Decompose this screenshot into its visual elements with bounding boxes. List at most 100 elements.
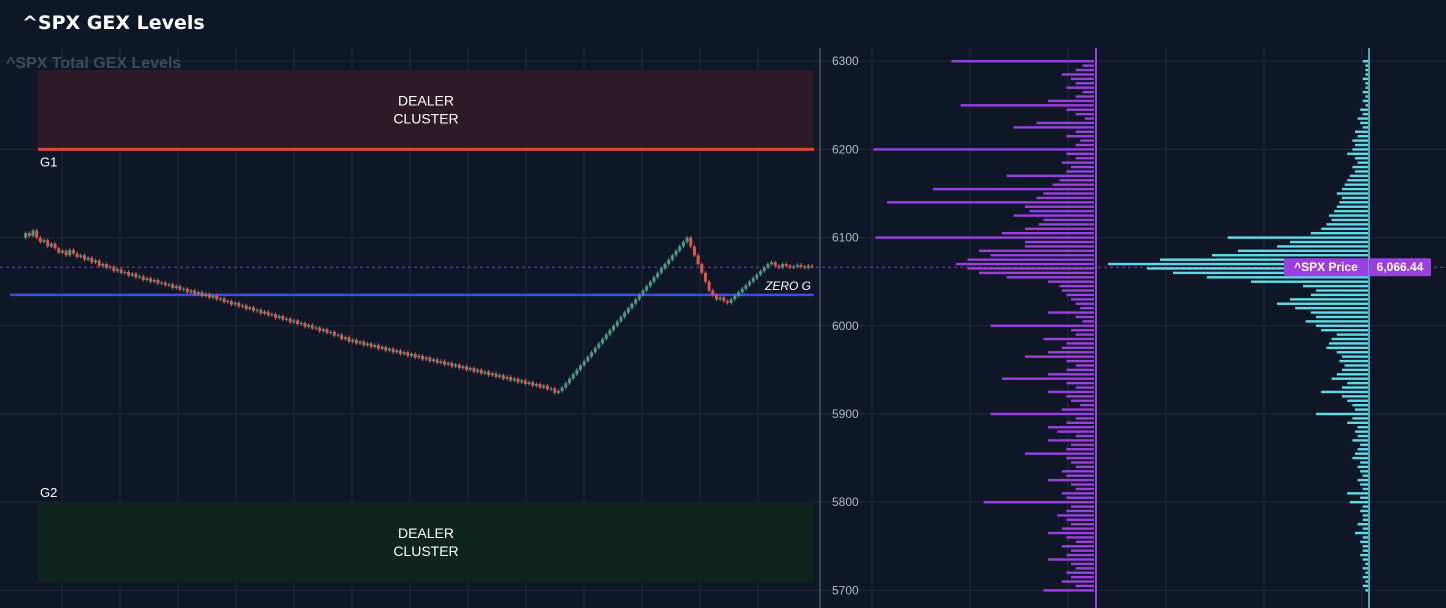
price-candle-105	[406, 352, 410, 356]
price-candle-135	[516, 378, 520, 383]
purple-bar-5865	[1071, 443, 1094, 447]
purple-bar-5810	[1061, 492, 1094, 495]
cyan-bar-6160	[1344, 183, 1368, 186]
price-tag-label: ^SPX Price	[1294, 260, 1358, 274]
purple-bar-6190	[1075, 157, 1094, 160]
price-candle-118	[454, 364, 458, 367]
purple-bar-5920	[1066, 395, 1094, 398]
cyan-bar-5710	[1365, 580, 1368, 583]
purple-bar-6135	[1025, 205, 1094, 208]
price-candle-7	[46, 240, 50, 247]
price-candle-110	[424, 357, 428, 360]
price-candle-51	[207, 294, 211, 298]
purple-bar-5955	[1075, 364, 1094, 367]
upper-cluster-label-1: CLUSTER	[393, 111, 458, 127]
cyan-bar-6225	[1362, 126, 1368, 129]
price-candle-21	[97, 260, 101, 266]
cyan-bar-5870	[1352, 439, 1368, 442]
y-tick-label-1: 6200	[832, 142, 859, 156]
price-candle-183	[692, 246, 696, 256]
purple-bar-5890	[1066, 421, 1094, 425]
price-candle-207	[781, 264, 785, 268]
purple-bar-6045	[1059, 284, 1094, 288]
price-candle-134	[512, 378, 516, 381]
cyan-bar-6115	[1326, 223, 1368, 226]
cyan-bar-5850	[1352, 456, 1368, 460]
purple-bar-5760	[1066, 536, 1094, 539]
price-candle-24	[108, 266, 112, 268]
price-candle-151	[575, 369, 579, 375]
price-candle-62	[248, 307, 252, 310]
purple-bar-5835	[1061, 470, 1094, 473]
purple-bar-5915	[1071, 399, 1094, 402]
price-candle-103	[398, 350, 402, 355]
purple-bar-6040	[1061, 289, 1094, 292]
purple-bar-6035	[1066, 293, 1094, 297]
price-candle-45	[185, 288, 189, 293]
price-candle-205	[773, 262, 777, 266]
price-axis: 6300 6200 6100 6000 5900 5800 5700	[832, 54, 859, 597]
cyan-bar-5835	[1360, 470, 1368, 473]
purple-bar-5925	[1048, 390, 1094, 394]
cyan-bar-5840	[1357, 465, 1368, 469]
purple-bar-6015	[1048, 311, 1094, 314]
purple-bar-6005	[1082, 320, 1094, 323]
price-tag-value: 6,066.44	[1377, 260, 1424, 274]
price-candle-165	[626, 308, 630, 313]
price-candle-14	[71, 249, 75, 254]
price-candle-100	[387, 348, 391, 351]
cyan-bar-5735	[1362, 558, 1368, 561]
purple-bar-5730	[1071, 562, 1094, 566]
cyan-bar-6045	[1303, 284, 1368, 288]
lower-cluster-label-0: DEALER	[398, 525, 454, 541]
price-candle-112	[432, 359, 436, 362]
purple-bar-6265	[1082, 90, 1094, 94]
purple-bar-6300	[951, 60, 1094, 63]
price-candle-109	[421, 355, 425, 360]
price-candle-180	[681, 242, 685, 247]
cyan-bar-6090	[1277, 245, 1368, 248]
chart-title: ^SPX Total GEX Levels	[6, 55, 181, 72]
purple-bar-6165	[1059, 179, 1094, 182]
price-candle-82	[321, 329, 325, 332]
cyan-bar-6230	[1360, 121, 1368, 125]
cyan-bar-5950	[1342, 368, 1368, 372]
price-candle-94	[365, 343, 369, 346]
cyan-bar-6110	[1321, 227, 1368, 230]
purple-bar-5965	[1025, 355, 1094, 358]
cyan-bar-5715	[1362, 575, 1368, 579]
cyan-bar-5825	[1357, 478, 1368, 482]
price-candle-10	[57, 248, 61, 253]
cyan-bar-5905	[1355, 408, 1368, 411]
price-candle-132	[505, 376, 509, 379]
cyan-bar-5810	[1347, 492, 1368, 495]
cyan-bar-6200	[1352, 148, 1368, 151]
cyan-bar-6220	[1355, 130, 1368, 133]
price-candle-137	[523, 380, 527, 384]
cyan-bar-5930	[1342, 386, 1368, 389]
cyan-bar-5975	[1326, 346, 1368, 350]
cyan-bar-6245	[1360, 108, 1368, 111]
purple-bar-6255	[1048, 99, 1094, 103]
purple-bar-5825	[1048, 478, 1094, 482]
cyan-bar-6075	[1160, 258, 1368, 261]
cyan-bar-6005	[1305, 320, 1368, 323]
price-candle-194	[733, 295, 737, 300]
purple-bar-6125	[1013, 214, 1094, 217]
cyan-bar-6095	[1290, 240, 1368, 244]
cyan-bar-6150	[1336, 192, 1368, 195]
price-candle-106	[409, 354, 413, 356]
price-candle-147	[560, 387, 564, 392]
price-candle-173	[656, 272, 660, 278]
purple-bar-6095	[1025, 240, 1094, 244]
purple-bar-6245	[1066, 108, 1094, 111]
purple-bar-6270	[1066, 86, 1094, 89]
purple-bar-6020	[1080, 306, 1094, 310]
gex-chart[interactable]: DEALER CLUSTER DEALER CLUSTER G1 G2 ZERO G 63…	[0, 48, 1446, 608]
price-candle-140	[534, 384, 538, 386]
purple-bar-6295	[1082, 64, 1094, 67]
purple-bar-5950	[1066, 368, 1094, 372]
cyan-bar-6155	[1342, 187, 1368, 191]
cyan-bar-6185	[1357, 161, 1368, 164]
price-candle-199	[751, 278, 755, 282]
